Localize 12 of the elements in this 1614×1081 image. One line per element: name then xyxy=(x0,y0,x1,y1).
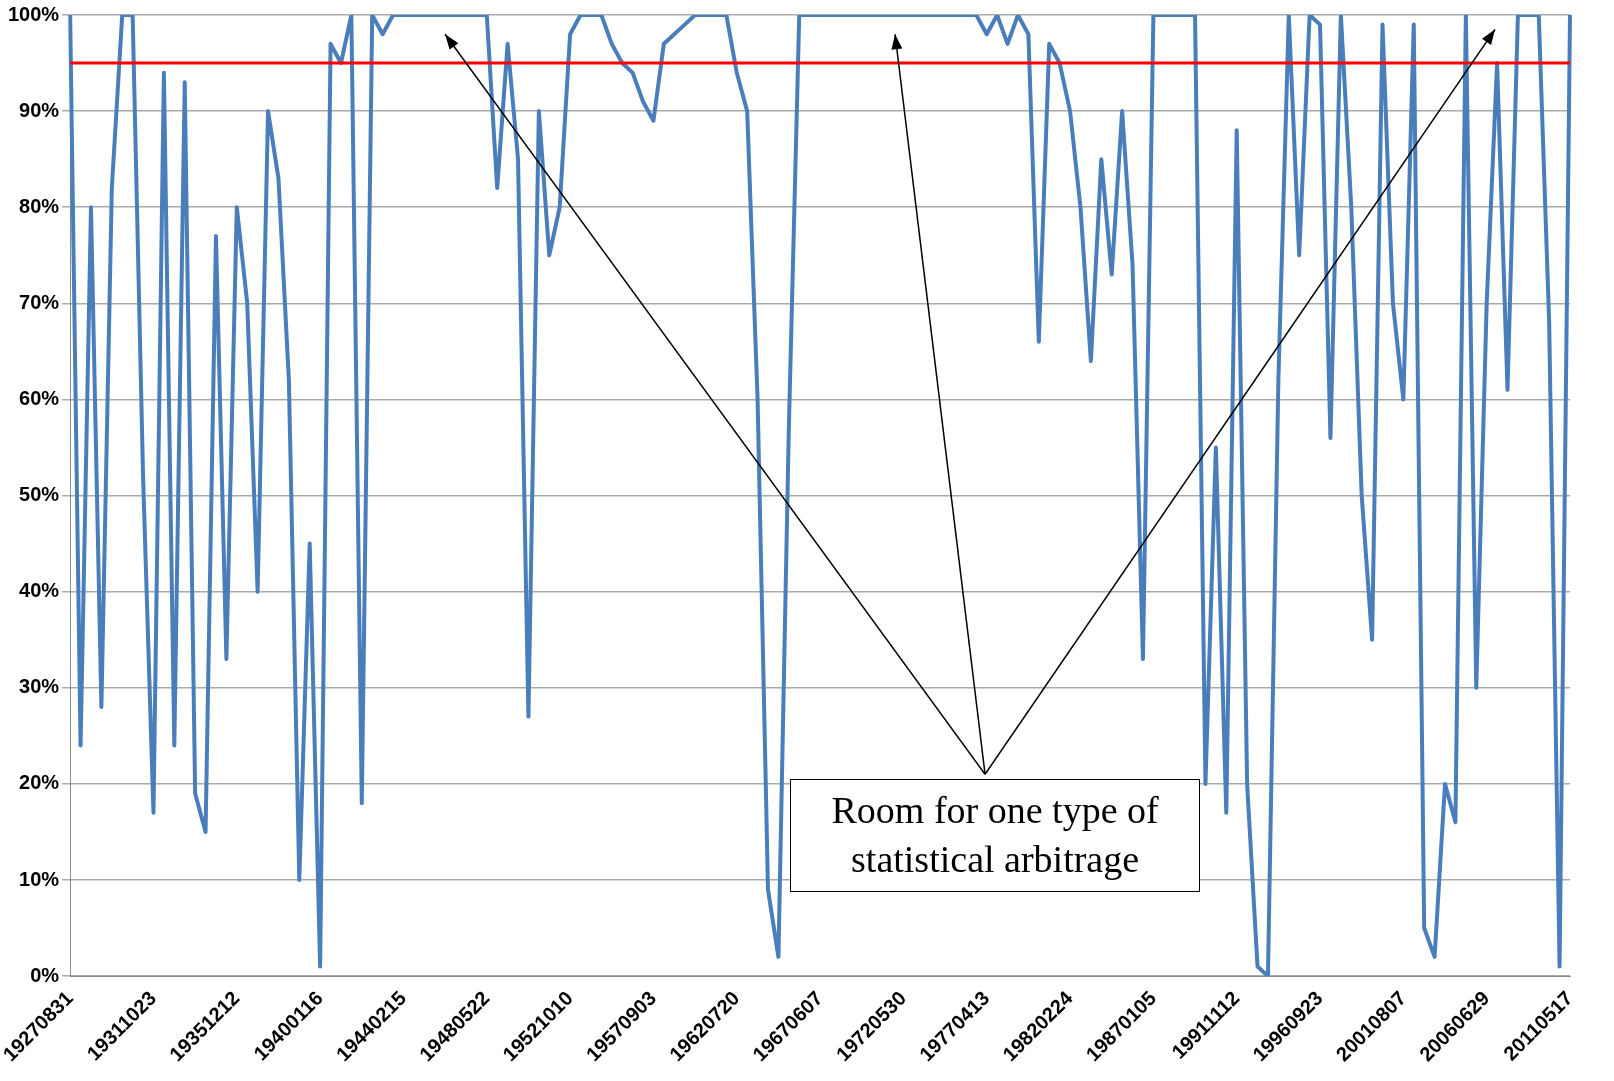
annotation: Room for one type of statistical arbitrage xyxy=(790,779,1201,892)
y-tick-label: 100% xyxy=(8,2,60,25)
y-tick-label: 10% xyxy=(19,867,60,890)
y-tick-label: 30% xyxy=(19,675,60,698)
y-tick-label: 40% xyxy=(19,579,60,602)
y-tick-label: 0% xyxy=(30,963,60,986)
y-tick-label: 20% xyxy=(19,771,60,794)
y-tick-label: 70% xyxy=(19,290,60,313)
y-tick-label: 60% xyxy=(19,386,60,409)
y-tick-label: 90% xyxy=(19,98,60,121)
y-tick-label: 80% xyxy=(19,194,60,217)
y-tick-label: 50% xyxy=(19,483,60,506)
